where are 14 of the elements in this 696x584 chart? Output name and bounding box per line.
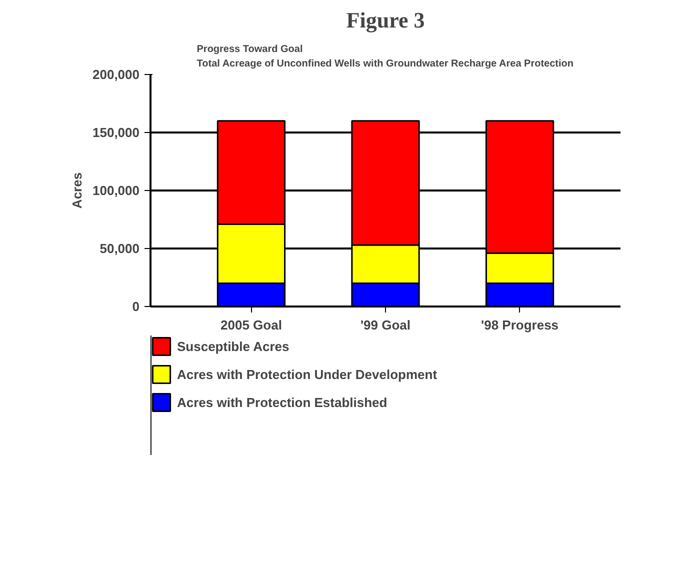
x-tick-label: '99 Goal	[360, 318, 411, 332]
y-tick-label: 200,000	[92, 67, 140, 82]
y-axis-title: Acres	[70, 172, 85, 209]
y-tick-label: 100,000	[92, 183, 140, 198]
y-tick-label: 0	[132, 299, 140, 314]
x-tick-label: 2005 Goal	[220, 318, 282, 332]
legend-label: Acres with Protection Under Development	[177, 366, 438, 382]
chart-title: Figure 3	[346, 8, 425, 32]
y-tick-label: 150,000	[92, 125, 140, 140]
legend-label: Acres with Protection Established	[177, 394, 388, 410]
y-tick-label: 50,000	[100, 241, 140, 256]
legend-label: Susceptible Acres	[177, 338, 290, 354]
chart-subtitle: Progress Toward Goal Total Acreage of Unconfined Wells with Groundwater Recharge Area Protection	[196, 44, 574, 70]
x-tick-label: '98 Progress	[481, 318, 559, 332]
